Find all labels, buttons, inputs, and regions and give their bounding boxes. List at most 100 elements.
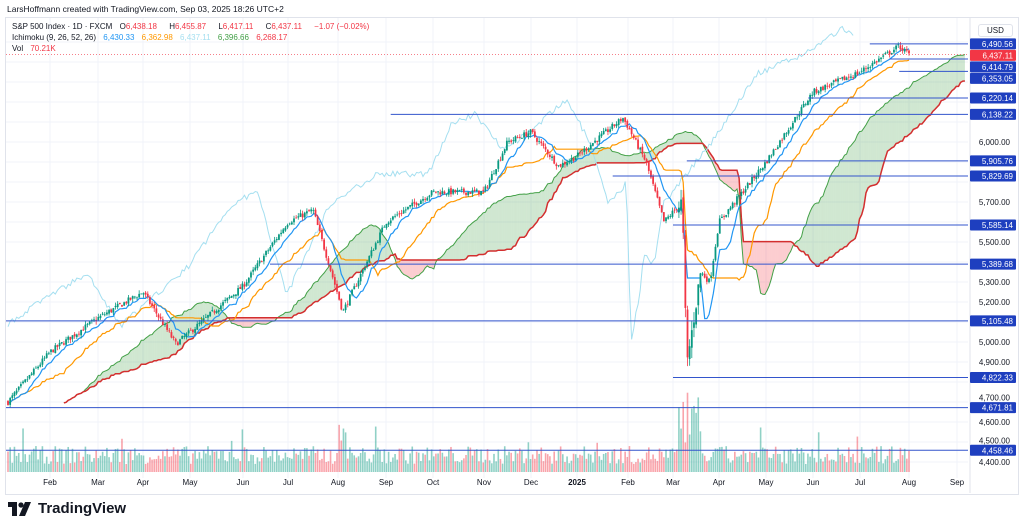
- cloud-segment: [463, 229, 467, 260]
- cloud-segment: [306, 289, 310, 309]
- symbol-name[interactable]: S&P 500 Index · 1D · FXCM: [12, 22, 113, 31]
- volume-bar: [493, 453, 495, 472]
- volume-bar: [691, 408, 693, 472]
- volume-bar: [170, 456, 173, 472]
- cloud-segment: [822, 189, 826, 263]
- candle-body: [447, 189, 450, 195]
- cloud-segment: [474, 219, 477, 256]
- volume-bar: [699, 431, 702, 472]
- volume-label[interactable]: Vol: [12, 44, 24, 53]
- volume-bar: [467, 446, 469, 472]
- volume-bar: [202, 450, 205, 472]
- volume-bar: [512, 461, 515, 472]
- volume-bar: [706, 461, 708, 472]
- cloud-segment: [693, 134, 697, 144]
- volume-bar: [344, 432, 347, 472]
- volume-bar: [463, 458, 465, 472]
- candle-body: [460, 189, 463, 191]
- candle-body: [865, 68, 867, 70]
- cloud-segment: [304, 292, 307, 312]
- candle-body: [817, 91, 820, 94]
- span-b-value: 6,268.17: [256, 33, 288, 42]
- candle-body: [671, 210, 674, 217]
- candle-body: [450, 188, 452, 195]
- volume-bar: [589, 454, 592, 472]
- cloud-segment: [242, 317, 245, 328]
- volume-bar: [351, 452, 353, 472]
- volume-bar: [731, 460, 734, 472]
- volume-bar: [405, 460, 407, 472]
- currency-label[interactable]: USD: [978, 24, 1013, 37]
- volume-bar: [179, 455, 181, 472]
- kijun-value: 6,362.98: [141, 33, 173, 42]
- candle-body: [697, 284, 700, 306]
- cloud-segment: [309, 287, 312, 307]
- volume-bar: [871, 448, 874, 472]
- candle-body: [860, 70, 863, 72]
- candle-body: [695, 308, 698, 325]
- volume-bar: [222, 451, 224, 472]
- candle-body: [884, 53, 887, 55]
- cloud-segment: [558, 170, 561, 186]
- candle-body: [604, 129, 607, 132]
- volume-bar: [813, 457, 816, 472]
- candle-body: [757, 169, 760, 177]
- cloud-segment: [747, 241, 750, 267]
- cloud-segment: [384, 236, 387, 261]
- volume-bar: [293, 448, 295, 472]
- volume-bar: [11, 462, 14, 472]
- cloud-segment: [926, 73, 929, 119]
- volume-bar: [417, 452, 420, 472]
- level-price-label: 4,822.33: [982, 374, 1014, 383]
- candle-body: [488, 179, 491, 187]
- candle-body: [731, 202, 734, 209]
- volume-bar: [282, 458, 285, 472]
- y-tick-label: 5,000.00: [979, 338, 1011, 347]
- candle-body: [579, 152, 581, 154]
- volume-bar: [774, 446, 777, 472]
- candle-body: [639, 147, 642, 150]
- cloud-segment: [534, 192, 537, 225]
- cloud-segment: [803, 225, 806, 255]
- cloud-segment: [900, 92, 903, 142]
- cloud-segment: [962, 54, 965, 82]
- volume-bar: [884, 459, 887, 472]
- volume-bar: [684, 442, 687, 472]
- volume-bar: [888, 448, 891, 472]
- candle-body: [716, 233, 719, 247]
- cloud-segment: [446, 248, 449, 261]
- cloud-segment: [812, 204, 815, 264]
- volume-bar: [140, 455, 143, 472]
- candle-body: [235, 294, 237, 296]
- volume-bar: [637, 458, 639, 472]
- cloud-segment: [182, 311, 185, 349]
- candle-body: [738, 195, 741, 197]
- cloud-segment: [678, 133, 682, 144]
- candle-body: [254, 267, 257, 271]
- volume-bar: [248, 461, 250, 472]
- volume-bar: [620, 448, 622, 472]
- volume-bar: [95, 450, 97, 472]
- tradingview-logo[interactable]: TradingView: [8, 500, 126, 517]
- cloud-segment: [960, 55, 963, 83]
- volume-bar: [275, 450, 278, 472]
- ichimoku-label[interactable]: Ichimoku (9, 26, 52, 26): [12, 33, 97, 42]
- cloud-segment: [618, 152, 621, 163]
- candle-body: [32, 368, 35, 375]
- volume-bar: [817, 432, 820, 472]
- candle-body: [748, 183, 751, 185]
- candle-body: [161, 319, 164, 326]
- cloud-segment: [829, 173, 832, 258]
- candle-body: [781, 139, 784, 141]
- candle-body: [11, 395, 14, 398]
- volume-bar: [286, 457, 289, 472]
- candle-body: [159, 316, 162, 319]
- candle-body: [176, 342, 179, 346]
- volume-bar: [452, 453, 454, 472]
- volume-bar: [572, 453, 575, 472]
- cloud-segment: [616, 152, 619, 163]
- cloud-segment: [945, 62, 948, 99]
- candle-body: [486, 186, 489, 188]
- candle-body: [568, 160, 571, 162]
